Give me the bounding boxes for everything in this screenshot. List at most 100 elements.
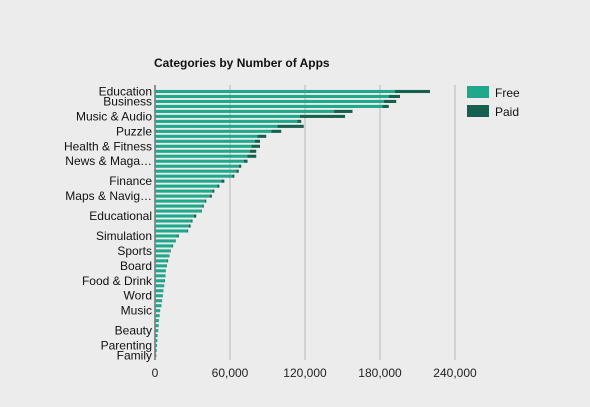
category-label: Word — [124, 289, 152, 303]
bar-free — [155, 254, 169, 258]
category-label: Food & Drink — [82, 274, 153, 288]
bar-paid — [251, 144, 260, 148]
bar-free — [155, 224, 189, 228]
category-label: Maps & Navig… — [65, 189, 152, 203]
bar-free — [155, 139, 255, 143]
x-tick-label: 240,000 — [433, 366, 477, 380]
bar-paid — [202, 204, 204, 208]
bar-free — [155, 209, 202, 213]
bar-paid — [191, 219, 193, 223]
category-label: Music — [121, 304, 152, 318]
legend: Free Paid — [467, 86, 520, 119]
bar-free — [155, 348, 157, 353]
legend-swatch-free — [467, 86, 489, 98]
bar-free — [155, 89, 395, 94]
bar-free — [155, 249, 170, 253]
bar-paid — [170, 249, 171, 253]
bar-free — [155, 294, 163, 298]
bar-paid — [382, 104, 389, 108]
bar-free — [155, 169, 237, 173]
bar-free — [155, 194, 210, 198]
bar-paid — [193, 214, 197, 218]
category-label: Health & Fitness — [64, 139, 152, 153]
chart-title: Categories by Number of Apps — [154, 56, 330, 70]
bar-paid — [201, 209, 202, 213]
x-axis-ticks: 0 60,000 120,000 180,000 240,000 — [152, 366, 477, 380]
bar-free — [155, 119, 298, 123]
bar-free — [155, 274, 165, 278]
bar-free — [155, 244, 173, 248]
x-tick-label: 60,000 — [212, 366, 249, 380]
bar-free — [155, 154, 248, 158]
bar-free — [155, 104, 383, 108]
bar-free — [155, 144, 252, 148]
bar-paid — [164, 279, 165, 283]
bar-paid — [187, 229, 189, 233]
x-tick-label: 0 — [152, 366, 159, 380]
bar-paid — [238, 164, 242, 168]
bar-free — [155, 339, 158, 343]
category-label: Educational — [89, 209, 152, 223]
category-label: Simulation — [96, 229, 152, 243]
bar-free — [155, 319, 159, 323]
bar-free — [155, 219, 192, 223]
bar-paid — [297, 119, 302, 123]
legend-label-paid: Paid — [495, 105, 519, 119]
bar-free — [155, 189, 213, 193]
category-label: Sports — [117, 244, 152, 258]
bar-free — [155, 204, 203, 208]
category-label: News & Maga… — [65, 154, 152, 168]
bar-paid — [168, 254, 170, 258]
bar-paid — [167, 259, 169, 263]
bar-free — [155, 159, 244, 163]
bar-free — [155, 239, 175, 243]
bar-free — [155, 264, 167, 268]
bar-free — [155, 314, 160, 318]
legend-swatch-paid — [467, 105, 489, 117]
bar-free — [155, 309, 160, 313]
bar-paid — [243, 159, 248, 163]
bars — [155, 89, 430, 358]
bar-paid — [277, 124, 304, 128]
category-label: Board — [120, 259, 152, 273]
bar-free — [155, 324, 159, 328]
bar-paid — [221, 179, 225, 183]
bar-paid — [395, 89, 430, 94]
bar-free — [155, 329, 159, 333]
category-label: Finance — [109, 174, 152, 188]
bar-paid — [175, 239, 176, 243]
bar-paid — [247, 154, 257, 158]
category-label: Parenting — [101, 339, 152, 353]
bar-free — [155, 289, 164, 293]
bar-free — [155, 199, 205, 203]
bar-paid — [217, 184, 220, 188]
bar-paid — [383, 99, 397, 103]
bar-paid — [333, 109, 353, 113]
bar-paid — [212, 189, 215, 193]
bar-free — [155, 109, 334, 113]
bar-free — [155, 114, 300, 118]
category-label: Education — [99, 84, 152, 98]
bar-free — [155, 229, 188, 233]
bar-paid — [232, 174, 235, 178]
bar-free — [155, 149, 250, 153]
category-label: Beauty — [115, 324, 152, 338]
bar-free — [155, 269, 165, 273]
bar-free — [155, 94, 389, 99]
bar-paid — [388, 94, 400, 99]
bar-free — [155, 284, 164, 288]
category-label: Family — [117, 349, 152, 363]
bar-paid — [271, 129, 282, 133]
bar-free — [155, 184, 218, 188]
bar-free — [155, 304, 162, 308]
bar-free — [155, 353, 157, 358]
bar-free — [155, 334, 158, 338]
bar-free — [155, 234, 178, 238]
category-label: Business — [103, 94, 152, 108]
category-label: Puzzle — [116, 124, 152, 138]
bar-paid — [188, 224, 191, 228]
bar-free — [155, 279, 165, 283]
x-tick-label: 180,000 — [358, 366, 402, 380]
